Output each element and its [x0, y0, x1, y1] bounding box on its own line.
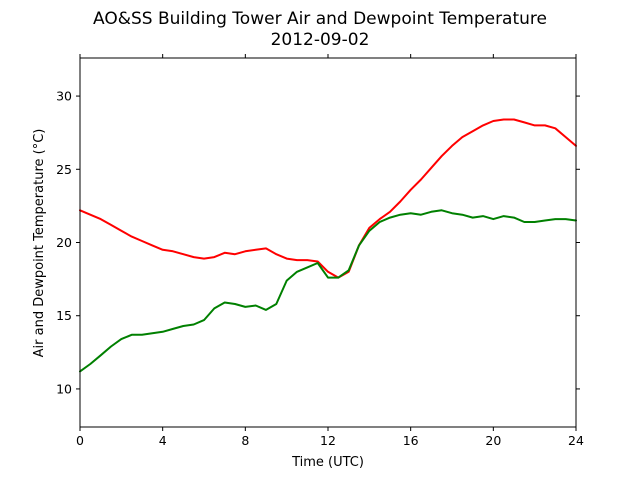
y-tick-label: 25 — [56, 162, 72, 177]
series-line-2 — [79, 209, 577, 373]
x-tick-label: 20 — [485, 433, 501, 448]
plot-frame — [79, 57, 577, 428]
y-axis-label: Air and Dewpoint Temperature (°C) — [32, 129, 47, 358]
x-axis-label: Time (UTC) — [291, 455, 364, 470]
x-tick-label: 24 — [568, 433, 584, 448]
y-axis: 10 15 20 25 30 — [56, 89, 580, 396]
chart-subtitle: 2012-09-02 — [271, 30, 370, 50]
y-tick-label: 10 — [56, 381, 72, 396]
y-tick-label: 20 — [56, 235, 72, 250]
y-tick-label: 15 — [56, 308, 72, 323]
x-tick-label: 12 — [320, 433, 336, 448]
x-tick-label: 8 — [241, 433, 249, 448]
series-layer — [79, 118, 577, 373]
x-tick-label: 4 — [159, 433, 167, 448]
series-line-1 — [79, 118, 577, 279]
y-tick-label: 30 — [56, 89, 72, 104]
chart-title: AO&SS Building Tower Air and Dewpoint Te… — [93, 9, 547, 29]
x-axis: 0 4 8 12 16 20 24 — [76, 54, 584, 448]
x-tick-label: 0 — [76, 433, 84, 448]
x-tick-label: 16 — [403, 433, 419, 448]
